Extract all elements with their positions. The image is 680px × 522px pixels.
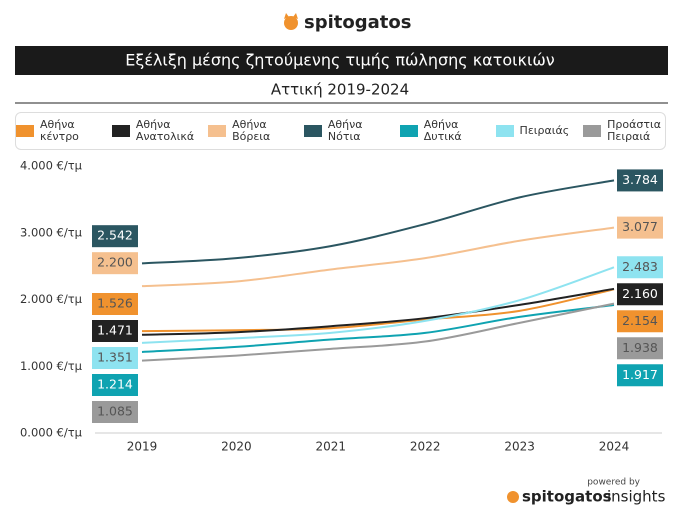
legend-label: Πειραιάς [519, 124, 570, 137]
series-line [141, 287, 615, 336]
series-line [141, 288, 615, 333]
series-line [141, 304, 615, 353]
legend-swatch [111, 125, 130, 137]
value-label-box [92, 252, 138, 275]
legend-label: Αθήνα κέντρο [40, 118, 79, 143]
value-label: 2.154 [622, 313, 658, 328]
value-label: 2.483 [622, 259, 658, 274]
legend-swatch [303, 125, 322, 137]
x-tick-label: 2022 [410, 440, 441, 454]
chart-title: Εξέλιξη μέσης ζητούμενης τιμής πώλησης κ… [125, 51, 555, 70]
legend-label: Αθήνα Βόρεια [232, 118, 271, 143]
series-line [141, 179, 615, 265]
value-label-box [92, 374, 138, 396]
footer-brand: spitogatos [522, 488, 612, 506]
legend-label: Προάστια Πειραιά [607, 118, 661, 143]
value-label: 1.917 [622, 367, 658, 382]
x-tick-label: 2024 [599, 440, 630, 454]
value-label: 2.200 [97, 255, 133, 270]
legend-item: Προάστια Πειραιά [583, 119, 665, 143]
value-label-box [92, 225, 138, 248]
value-label: 3.077 [622, 219, 658, 234]
y-tick-label: 1.000 €/τμ [20, 359, 83, 373]
powered-by: powered by [587, 478, 640, 488]
legend-item: Αθήνα Ανατολικά [111, 118, 195, 143]
value-label: 1.471 [97, 323, 133, 338]
legend-label: Αθήνα Δυτικά [423, 118, 462, 143]
footer-logo [507, 491, 519, 503]
value-label-box [617, 256, 663, 279]
legend: Αθήνα κέντρο Αθήνα Ανατολικά Αθήνα Βόρεια Α… [15, 112, 666, 150]
value-label-box [92, 401, 138, 423]
y-tick-label: 2.000 €/τμ [20, 292, 83, 306]
brand-logo [284, 13, 298, 30]
x-tick-label: 2023 [504, 440, 535, 454]
value-label: 2.542 [97, 228, 133, 243]
lines [141, 179, 615, 362]
value-label: 1.938 [622, 340, 658, 355]
legend-swatch [495, 125, 514, 137]
value-label: 3.784 [622, 172, 658, 187]
x-tick-label: 2020 [221, 440, 252, 454]
y-tick-label: 0.000 €/τμ [20, 426, 83, 440]
value-label: 2.160 [622, 286, 658, 301]
legend-swatch [208, 125, 227, 137]
value-label-box [617, 310, 663, 333]
series-line [141, 226, 615, 288]
legend-label: Αθήνα Ανατολικά [135, 118, 195, 143]
value-label-box [92, 347, 138, 369]
legend-item: Αθήνα κέντρο [16, 119, 98, 143]
value-label-box [617, 283, 663, 306]
legend-label: Αθήνα Νότια [327, 118, 363, 143]
title-bar [15, 46, 668, 75]
legend-item: Αθήνα Βόρεια [208, 119, 290, 143]
value-label-box [617, 364, 663, 387]
legend-item: Αθήνα Δυτικά [399, 118, 482, 143]
brand: spitogatos [304, 12, 411, 33]
footer-suffix: insights [607, 488, 666, 506]
series-line [141, 302, 615, 362]
value-label-box [92, 293, 138, 315]
value-label-box [617, 337, 663, 360]
y-tick-label: 4.000 €/τμ [20, 159, 83, 173]
value-label: 1.085 [97, 404, 133, 419]
legend-item: Αθήνα Νότια [303, 118, 386, 143]
value-label-box [92, 320, 138, 342]
x-tick-label: 2019 [127, 440, 158, 454]
value-label: 1.214 [97, 377, 133, 392]
x-tick-label: 2021 [316, 440, 347, 454]
legend-item: Πειραιάς [495, 124, 570, 137]
value-label: 1.526 [97, 296, 133, 311]
y-tick-label: 3.000 €/τμ [20, 225, 83, 239]
legend-swatch [16, 125, 34, 137]
chart-subtitle: Αττική 2019-2024 [271, 81, 409, 99]
series-line [141, 266, 615, 344]
value-label-box [617, 216, 663, 239]
value-label-box [617, 169, 663, 192]
value-label: 1.351 [97, 350, 133, 365]
legend-swatch [583, 125, 602, 137]
legend-swatch [399, 125, 418, 137]
